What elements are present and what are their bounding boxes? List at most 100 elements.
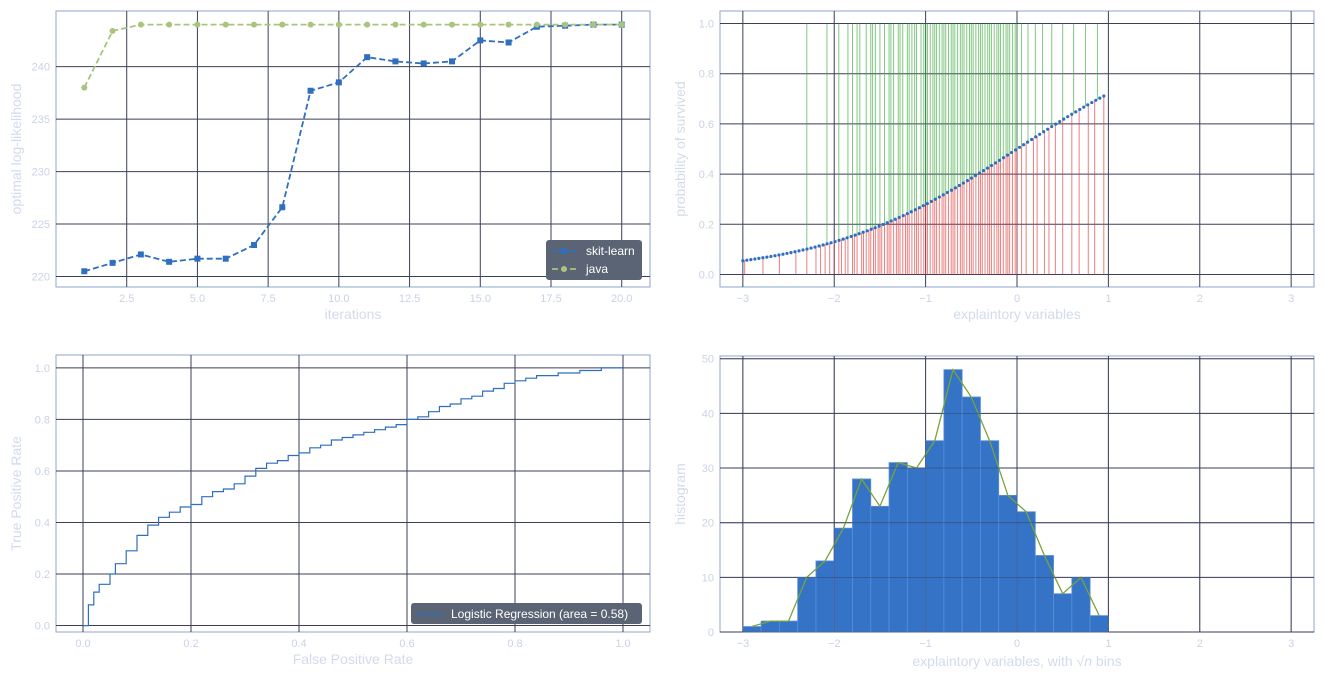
- probability-point: [837, 238, 841, 242]
- x-tick-label: 20.0: [611, 293, 632, 305]
- x-tick-label: 5.0: [190, 293, 205, 305]
- x-tick-label: −1: [919, 638, 932, 650]
- histogram-bar: [980, 440, 1000, 633]
- y-tick-label: 0.6: [35, 466, 50, 478]
- probability-point: [825, 242, 829, 246]
- x-tick-label: 0.4: [291, 638, 306, 650]
- data-point-skit-learn: [194, 255, 201, 262]
- x-axis-label: explaintory variables: [953, 306, 1081, 322]
- probability-point: [1082, 105, 1086, 109]
- probability-point: [781, 252, 785, 256]
- probability-point: [769, 254, 773, 259]
- legend-label-skit-learn: skit-learn: [586, 244, 635, 258]
- data-point-skit-learn: [137, 251, 144, 258]
- probability-point: [1001, 156, 1006, 160]
- probability-point: [833, 239, 837, 244]
- y-tick-label: 240: [32, 62, 50, 74]
- probability-point: [869, 227, 873, 231]
- data-point-skit-learn: [279, 204, 286, 211]
- histogram-bar: [961, 396, 981, 633]
- probability-point: [821, 243, 825, 247]
- y-tick-label: 50: [702, 354, 714, 366]
- probability-point: [1005, 153, 1010, 157]
- data-point-skit-learn: [307, 87, 314, 94]
- probability-point: [749, 258, 753, 262]
- probability-point: [893, 217, 897, 221]
- probability-point: [741, 259, 745, 263]
- probability-point: [1030, 137, 1034, 142]
- probability-point: [1009, 150, 1014, 155]
- probability-point: [853, 233, 857, 237]
- probability-point: [917, 206, 921, 210]
- data-point-java: [590, 21, 597, 28]
- x-tick-label: −2: [828, 638, 841, 650]
- probability-point: [1022, 143, 1026, 147]
- probability-point: [745, 258, 749, 262]
- probability-point: [789, 251, 793, 255]
- histogram-bar: [906, 467, 927, 633]
- probability-point: [801, 248, 805, 252]
- data-point-java: [477, 21, 484, 28]
- data-point-skit-learn: [251, 242, 257, 249]
- x-tick-label: 0.6: [399, 638, 414, 650]
- histogram-bar: [1016, 511, 1036, 633]
- data-point-java: [194, 21, 201, 28]
- probability-point: [953, 186, 958, 190]
- probability-point: [785, 251, 789, 256]
- data-point-java: [618, 21, 625, 28]
- probability-point: [1090, 100, 1094, 105]
- probability-point: [809, 246, 813, 250]
- logistic-probability-chart: −3 −2 −1 0 1 2 3 0.0 0.2 0.4 0.6 0.8 1.0 explaintory …: [672, 10, 1315, 322]
- plot-area: [55, 354, 651, 633]
- probability-point: [969, 176, 974, 180]
- data-point-skit-learn: [477, 37, 484, 44]
- probability-point: [1102, 94, 1106, 98]
- data-point-skit-learn: [81, 268, 88, 275]
- data-point-skit-learn: [364, 54, 371, 61]
- probability-point: [973, 174, 978, 178]
- probability-point: [797, 249, 801, 253]
- probability-point: [921, 204, 925, 208]
- probability-point: [925, 201, 929, 206]
- histogram-bar: [1034, 555, 1054, 633]
- y-tick-label: 0.2: [699, 219, 714, 231]
- probability-point: [753, 257, 757, 261]
- probability-point: [857, 232, 861, 236]
- data-point-java: [364, 21, 371, 28]
- roc-curve-line: [83, 367, 623, 627]
- data-point-skit-learn: [505, 39, 512, 46]
- probability-point: [773, 254, 777, 258]
- probability-point: [777, 253, 781, 257]
- probability-point: [1013, 148, 1018, 152]
- probability-point: [841, 237, 845, 241]
- probability-point: [1070, 112, 1074, 116]
- probability-point: [873, 226, 877, 230]
- probability-point: [829, 241, 833, 245]
- probability-point: [1046, 127, 1050, 131]
- x-axis-label: iterations: [325, 306, 382, 322]
- histogram-bar: [833, 527, 853, 633]
- data-point-java: [505, 21, 512, 28]
- loglik-chart: 2.5 5.0 7.5 10.0 12.5 15.0 17.5 20.0 220 225 230 23…: [8, 10, 651, 322]
- x-tick-label: 1: [1105, 293, 1111, 305]
- data-point-java: [420, 21, 427, 28]
- y-tick-label: 0.8: [35, 414, 50, 426]
- y-tick-label: 1.0: [699, 19, 714, 31]
- probability-point: [845, 236, 849, 240]
- histogram-bar: [888, 462, 908, 633]
- x-tick-label: 15.0: [470, 293, 491, 305]
- y-tick-label: 30: [702, 463, 714, 475]
- probability-point: [945, 190, 949, 195]
- y-tick-label: 220: [32, 272, 50, 284]
- y-tick-label: 235: [32, 114, 50, 126]
- probability-point: [805, 247, 809, 251]
- x-tick-label: 12.5: [399, 293, 420, 305]
- data-point-java: [392, 21, 399, 28]
- data-point-java: [166, 21, 173, 28]
- data-point-skit-learn: [222, 255, 229, 262]
- x-tick-label: 0.0: [75, 638, 90, 650]
- probability-point: [929, 199, 933, 204]
- y-tick-label: 0.6: [699, 119, 714, 131]
- roc-curve-chart: 0.0 0.2 0.4 0.6 0.8 1.0 0.0 0.2 0.4 0.6 0.8 1.0 Fals…: [8, 354, 651, 667]
- probability-point: [957, 183, 962, 188]
